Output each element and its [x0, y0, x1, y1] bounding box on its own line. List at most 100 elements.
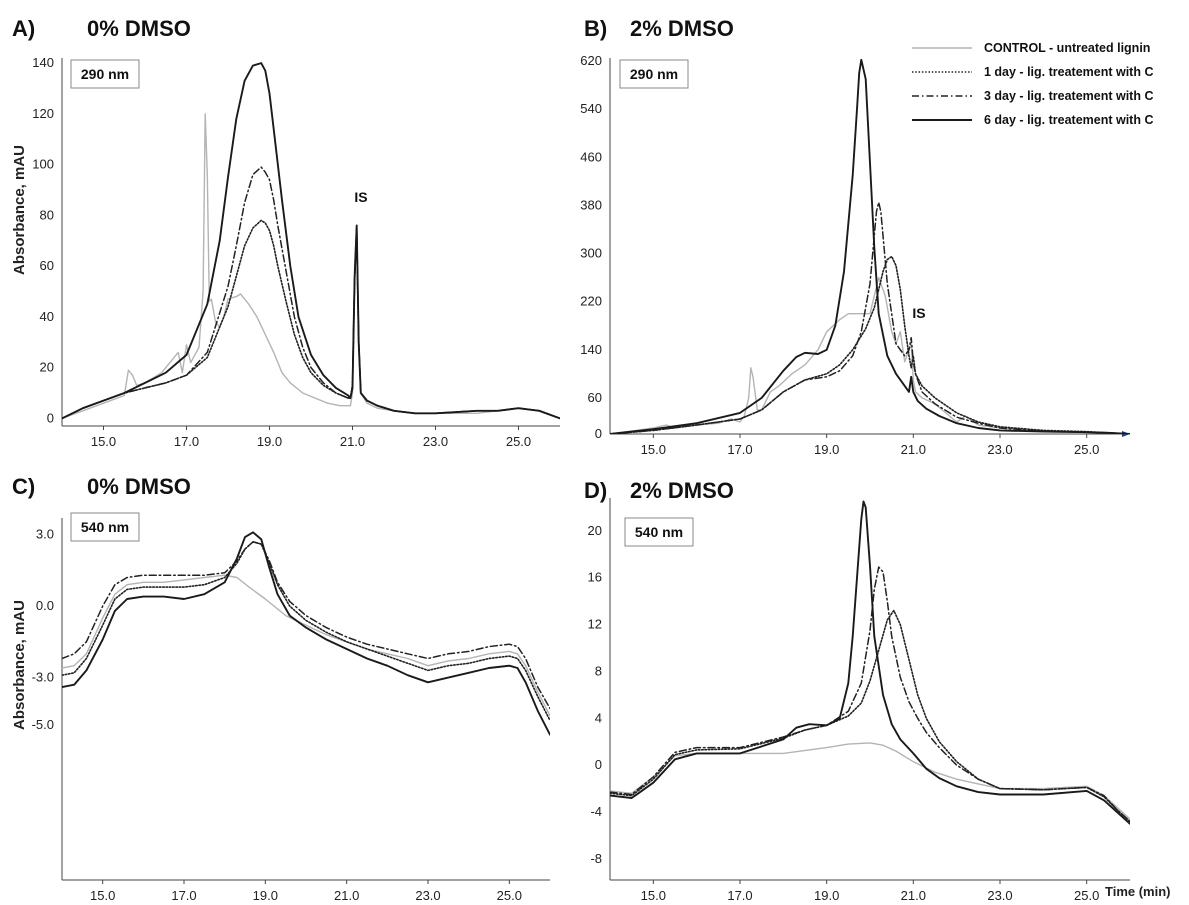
panel-d-y-tick-label: 20 [588, 523, 602, 538]
panel-c-x-tick-label: 15.0 [90, 888, 115, 903]
panel-a-series-day1-line [62, 219, 560, 420]
panel-b-series-control-line [610, 276, 1130, 434]
panel-d-plot-area [610, 500, 1130, 825]
legend-item-day1: 1 day - lig. treatement with C [912, 65, 1153, 79]
panel-c-plot-area [62, 531, 550, 736]
panel-b-wavelength-box [619, 59, 689, 89]
panel-a-y-tick-label: 40 [40, 309, 54, 324]
panel-d-axes: 15.0 17.0 19.0 21.0 23.0 25.0 20 16 12 8 4 0 -4 -8 [588, 498, 1130, 903]
panel-d-y-tick-label: 8 [595, 663, 602, 678]
panel-c-title: 0% DMSO [87, 474, 191, 499]
panel-d-x-tick-label: 23.0 [987, 888, 1012, 903]
panel-b-x-tick-label: 23.0 [987, 442, 1012, 457]
panel-c: C) 0% DMSO 540 nm Absorbance, mAU 15.0 17… [11, 474, 550, 903]
legend-label-control: CONTROL - untreated lignin [984, 41, 1150, 55]
panel-c-x-tick-label: 21.0 [334, 888, 359, 903]
panel-a-is-annotation: IS [354, 189, 367, 205]
panel-d-series-day3-line [610, 566, 1130, 823]
legend-label-day6: 6 day - lig. treatement with C [984, 113, 1153, 127]
panel-a-x-tick-label: 21.0 [340, 434, 365, 449]
panel-a-title: 0% DMSO [87, 16, 191, 41]
panel-a-y-tick-label: 20 [40, 360, 54, 375]
panel-d-label: D) [584, 478, 607, 503]
panel-c-y-tick-label: -5.0 [32, 717, 54, 732]
panel-b-y-tick-label: 540 [580, 101, 602, 116]
panel-a-x-tick-label: 23.0 [423, 434, 448, 449]
panel-c-wavelength-box [70, 512, 140, 542]
panel-d-y-tick-label: 12 [588, 617, 602, 632]
panel-b-title: 2% DMSO [630, 16, 734, 41]
panel-b-series-day6-line [610, 58, 1130, 434]
panel-d-wavelength-box [624, 517, 694, 547]
panel-d-x-tick-label: 21.0 [901, 888, 926, 903]
panel-a-y-tick-label: 140 [32, 55, 54, 70]
panel-b-y-tick-label: 140 [580, 342, 602, 357]
panel-d-y-tick-label: 16 [588, 570, 602, 585]
panel-a-y-tick-label: 80 [40, 207, 54, 222]
panel-b-y-tick-label: 60 [588, 390, 602, 405]
panel-b-x-tick-label: 19.0 [814, 442, 839, 457]
panel-c-y-tick-label: 0.0 [36, 598, 54, 613]
panel-c-x-tick-label: 19.0 [253, 888, 278, 903]
panel-b-label: B) [584, 16, 607, 41]
panel-d-x-tick-label: 25.0 [1074, 888, 1099, 903]
panel-c-label: C) [12, 474, 35, 499]
panel-b-series-day1-line [610, 255, 1130, 434]
panel-c-wavelength-label: 540 nm [81, 519, 129, 535]
panel-d-y-tick-label: 4 [595, 710, 602, 725]
panel-a-label: A) [12, 16, 35, 41]
panel-a-wavelength-label: 290 nm [81, 66, 129, 82]
legend-label-day3: 3 day - lig. treatement with C [984, 89, 1153, 103]
panel-c-series-day3-line [62, 541, 550, 710]
panel-c-series-day1-line [62, 541, 550, 722]
panel-c-x-tick-label: 25.0 [497, 888, 522, 903]
legend-item-day6: 6 day - lig. treatement with C [912, 113, 1153, 127]
panel-a-y-axis-label: Absorbance, mAU [11, 145, 28, 275]
panel-a-x-tick-label: 17.0 [174, 434, 199, 449]
panel-c-y-tick-label: 3.0 [36, 527, 54, 542]
panel-d-x-tick-label: 15.0 [641, 888, 666, 903]
panel-d-x-tick-label: 19.0 [814, 888, 839, 903]
panel-a-x-tick-label: 15.0 [91, 434, 116, 449]
panel-c-x-tick-label: 17.0 [171, 888, 196, 903]
panel-b-y-tick-label: 0 [595, 426, 602, 441]
panel-b-y-tick-label: 380 [580, 197, 602, 212]
panel-b-y-tick-label: 460 [580, 149, 602, 164]
panel-d-y-tick-label: -8 [590, 851, 602, 866]
panel-d-y-tick-label: 0 [595, 757, 602, 772]
panel-b: B) 2% DMSO 290 nm 15.0 17.0 19.0 21.0 23.0 25… [580, 16, 1153, 457]
panel-a-y-tick-label: 100 [32, 157, 54, 172]
panel-d-series-day6-line [610, 500, 1130, 825]
panel-b-x-tick-label: 15.0 [641, 442, 666, 457]
panel-a-axes: 15.0 17.0 19.0 21.0 23.0 25.0 0 20 40 60 80 100 120 1… [32, 55, 560, 449]
panel-a-y-tick-label: 120 [32, 106, 54, 121]
legend-item-day3: 3 day - lig. treatement with C [912, 89, 1153, 103]
panel-a-series-day3-line [62, 166, 560, 420]
panel-c-series-control-line [62, 574, 550, 717]
legend: CONTROL - untreated lignin 1 day - lig. … [912, 41, 1153, 127]
panel-b-series-day3-line [610, 201, 1130, 434]
panel-a: A) 0% DMSO 290 nm Absorbance, mAU 15.0 17… [11, 16, 560, 449]
legend-label-day1: 1 day - lig. treatement with C [984, 65, 1153, 79]
panel-b-wavelength-label: 290 nm [630, 66, 678, 82]
panel-d-wavelength-label: 540 nm [635, 524, 683, 540]
panel-d-y-tick-label: -4 [590, 804, 602, 819]
panel-b-x-tick-label: 21.0 [901, 442, 926, 457]
panel-d-series-control-line [610, 742, 1130, 820]
panel-c-series-day6-line [62, 531, 550, 736]
panel-b-is-annotation: IS [912, 305, 925, 321]
panel-a-series-control-line [62, 113, 560, 420]
panel-a-wavelength-box [70, 59, 140, 89]
panel-b-x-tick-label: 25.0 [1074, 442, 1099, 457]
panel-b-plot-area [610, 58, 1130, 434]
panel-d-x-axis-label: Time (min) [1105, 884, 1171, 899]
panel-d-title: 2% DMSO [630, 478, 734, 503]
panel-c-y-tick-label: -3.0 [32, 670, 54, 685]
panel-b-y-tick-label: 300 [580, 246, 602, 261]
panel-b-y-tick-label: 220 [580, 294, 602, 309]
panel-b-y-tick-label: 620 [580, 53, 602, 68]
panel-c-x-tick-label: 23.0 [415, 888, 440, 903]
panel-c-axes: 15.0 17.0 19.0 21.0 23.0 25.0 3.0 0.0 -3.0 -5.0 [32, 518, 550, 903]
panel-a-x-tick-label: 19.0 [257, 434, 282, 449]
